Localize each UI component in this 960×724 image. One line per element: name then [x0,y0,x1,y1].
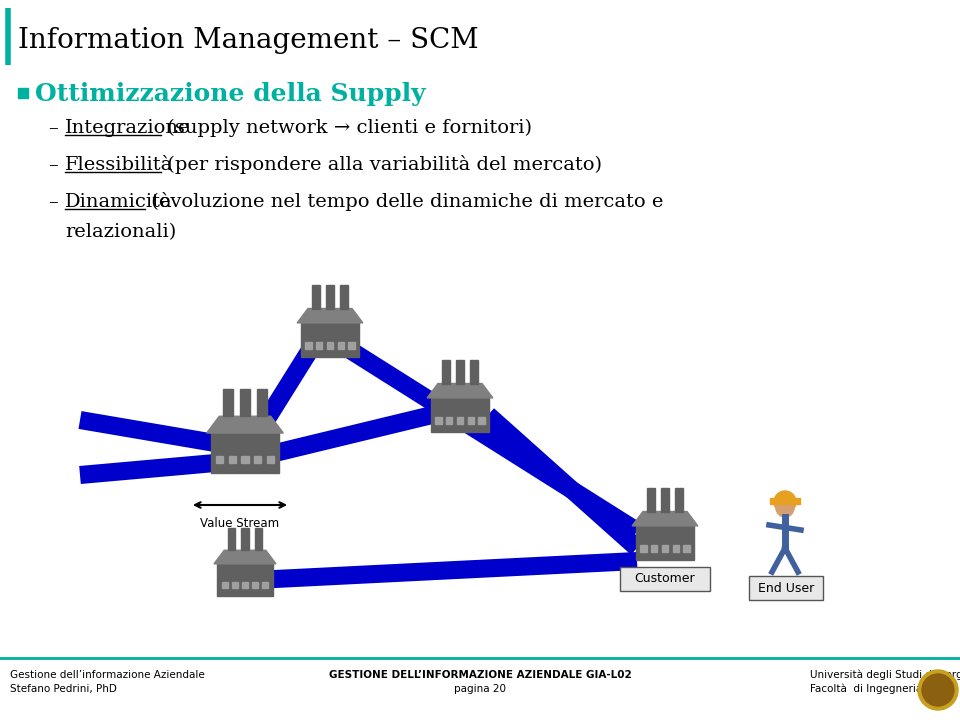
Text: Information Management – SCM: Information Management – SCM [18,27,479,54]
Bar [217,564,273,596]
Bar [216,455,224,463]
Bar [262,582,269,588]
Bar [348,342,355,348]
Polygon shape [298,308,363,323]
Bar [222,582,228,588]
Bar [228,528,235,550]
Bar [231,582,238,588]
Text: Gestione dell’informazione Aziendale: Gestione dell’informazione Aziendale [10,670,204,680]
Bar [684,545,689,552]
Bar [326,285,334,308]
Bar [241,528,249,550]
Bar [636,526,694,560]
Polygon shape [427,384,492,398]
Circle shape [774,491,796,513]
Text: Dinamicità: Dinamicità [65,193,173,211]
Text: Customer: Customer [635,573,695,586]
Bar [341,285,348,308]
Circle shape [776,499,794,517]
Bar [660,488,669,511]
Text: relazionali): relazionali) [65,223,177,241]
Bar [312,285,320,308]
Bar [446,417,452,424]
Bar [257,389,267,416]
FancyBboxPatch shape [749,576,823,600]
Polygon shape [632,511,698,526]
Bar [646,488,655,511]
Bar [673,545,679,552]
Bar [338,342,344,348]
Bar [267,455,274,463]
Bar [675,488,684,511]
Text: Ottimizzazione della Supply: Ottimizzazione della Supply [35,82,425,106]
Text: (evoluzione nel tempo delle dinamiche di mercato e: (evoluzione nel tempo delle dinamiche di… [145,193,663,211]
Bar [431,398,490,432]
Bar [252,582,258,588]
Bar [18,88,28,98]
Polygon shape [206,416,283,433]
Bar [300,323,359,357]
Text: (supply network → clienti e fornitori): (supply network → clienti e fornitori) [161,119,532,137]
Bar [316,342,323,348]
Bar [640,545,646,552]
Text: pagina 20: pagina 20 [454,684,506,694]
Circle shape [918,670,958,710]
Bar [240,389,250,416]
Bar [241,455,249,463]
Bar [254,455,261,463]
Bar [470,360,478,384]
Text: –: – [48,119,58,137]
Bar [435,417,442,424]
Text: (per rispondere alla variabilità del mercato): (per rispondere alla variabilità del mer… [161,156,602,174]
Text: Stefano Pedrini, PhD: Stefano Pedrini, PhD [10,684,117,694]
Bar [228,455,236,463]
Bar [457,417,463,424]
Text: Facoltà  di Ingegneria: Facoltà di Ingegneria [810,684,923,694]
Text: Value Stream: Value Stream [201,517,279,530]
Bar [651,545,658,552]
Bar [456,360,464,384]
Bar [242,582,248,588]
Text: Flessibilità: Flessibilità [65,156,173,174]
Bar [326,342,333,348]
Circle shape [922,674,954,706]
Text: End User: End User [757,581,814,594]
Bar [211,433,279,473]
Bar [468,417,474,424]
Text: –: – [48,193,58,211]
Polygon shape [214,550,276,564]
Text: Integrazione: Integrazione [65,119,190,137]
Text: –: – [48,156,58,174]
Bar [254,528,262,550]
Bar [442,360,449,384]
Bar [305,342,312,348]
Text: GESTIONE DELL’INFORMAZIONE AZIENDALE GIA-L02: GESTIONE DELL’INFORMAZIONE AZIENDALE GIA… [328,670,632,680]
FancyBboxPatch shape [620,567,710,591]
Bar [770,498,800,504]
Bar [478,417,485,424]
Bar [224,389,233,416]
Bar [661,545,668,552]
Text: Università degli Studi di Bergamo: Università degli Studi di Bergamo [810,670,960,681]
